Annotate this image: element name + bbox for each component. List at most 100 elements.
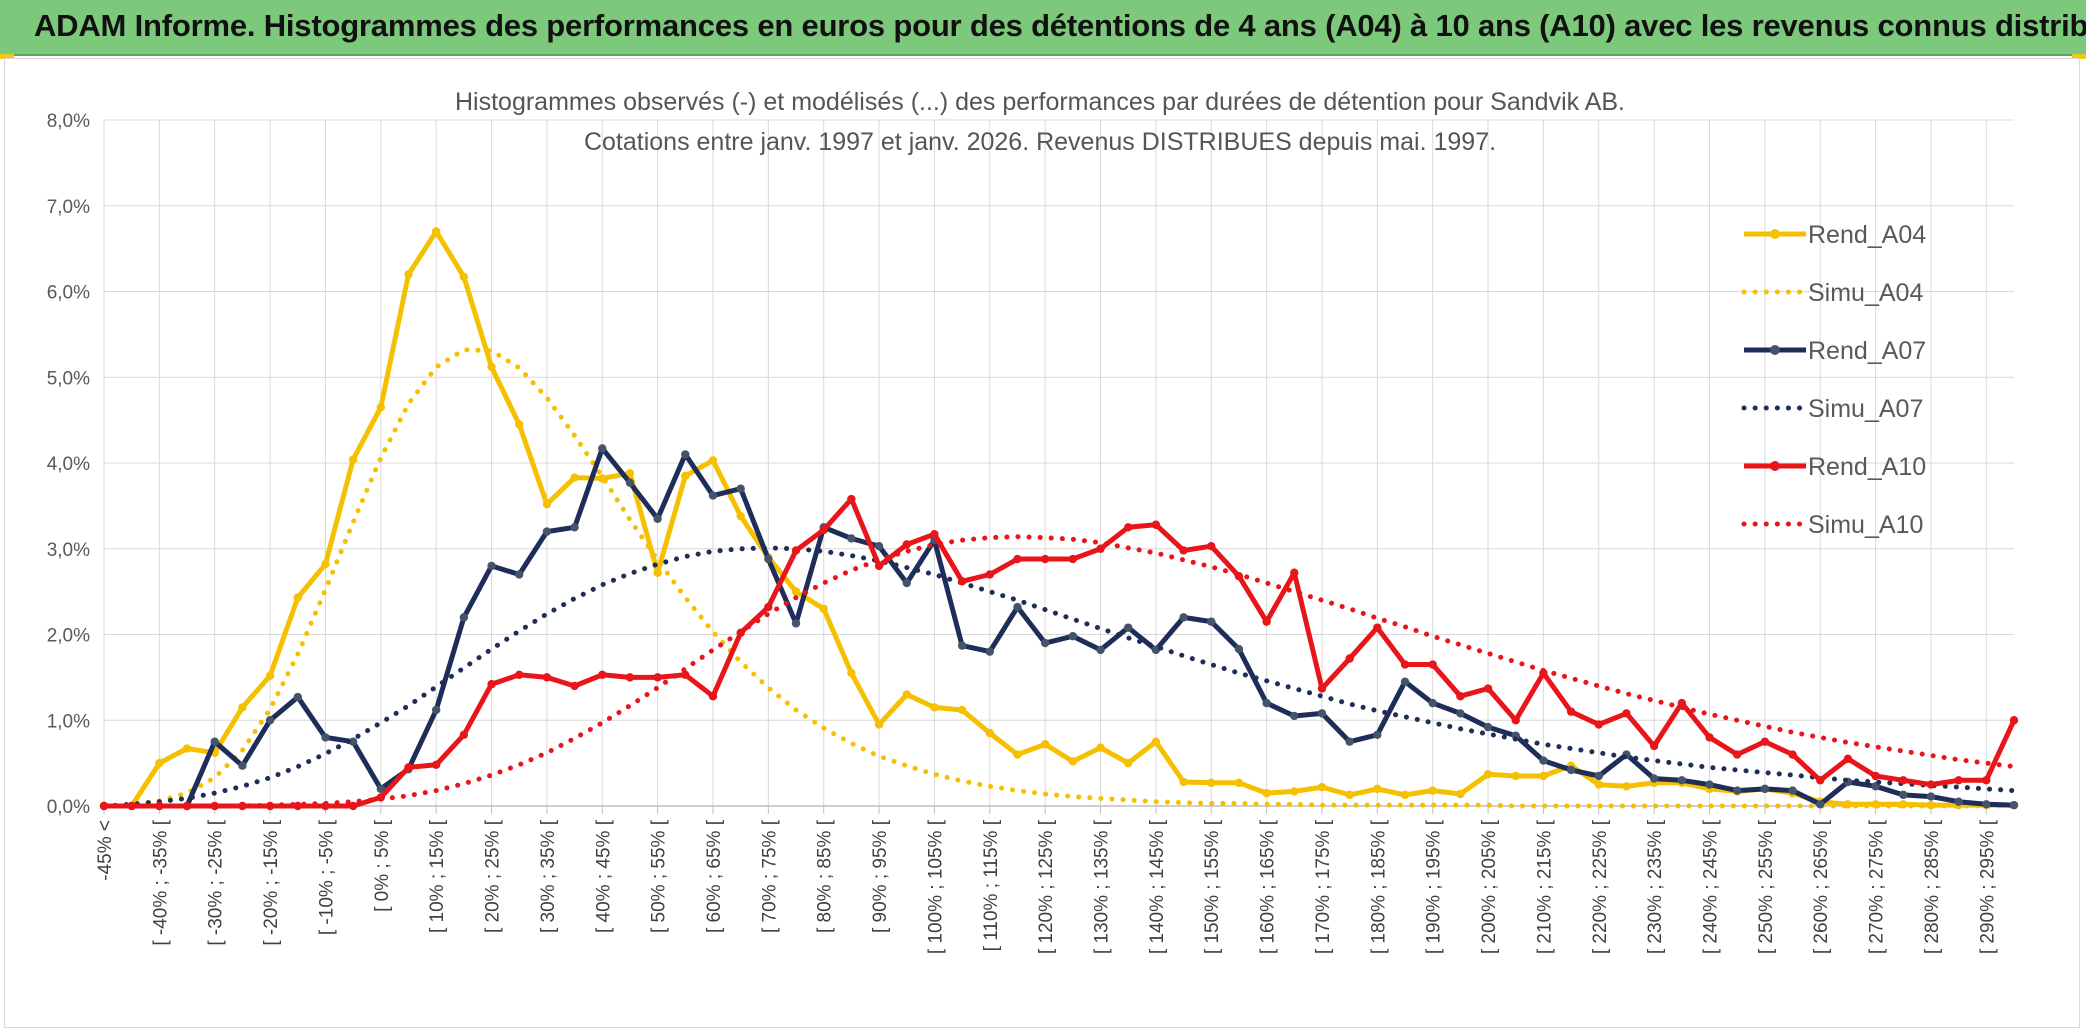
point-rend-a04 [376,403,386,412]
point-rend-a07 [1290,711,1299,721]
point-rend-a10 [819,525,828,535]
point-rend-a07 [1317,709,1327,718]
legend-label: Simu_A07 [1808,395,1923,423]
point-rend-a04 [1622,782,1631,791]
legend-item-rend-a07[interactable]: Rend_A07 [1744,337,1926,365]
point-rend-a10 [1899,776,1908,785]
corner-accent-left [0,54,14,59]
x-tick-label: [ 190% ; 195% [ [1424,819,1445,954]
point-rend-a07 [1732,786,1742,795]
point-rend-a04 [1373,784,1382,794]
point-rend-a04 [348,455,358,464]
point-rend-a04 [902,690,911,699]
point-rend-a10 [653,673,662,682]
legend-item-rend-a04[interactable]: Rend_A04 [1744,221,1926,249]
legend[interactable]: Rend_A04 Simu_A04 Rend_A07 Simu_A07 Rend_A10… [1741,221,1926,539]
y-tick-label: 4,0% [47,454,90,475]
x-tick-label: [ 0% ; 5% [ [372,819,393,912]
point-rend-a10 [1013,554,1022,564]
point-rend-a10 [1317,684,1327,693]
x-tick-label: [ 30% ; 35% [ [538,819,559,933]
point-rend-a10 [1151,520,1161,529]
legend-item-simu-a10[interactable]: Simu_A10 [1741,511,1923,539]
x-tick-label: [ 10% ; 15% [ [427,819,448,933]
point-rend-a10 [1788,750,1797,759]
point-rend-a10 [1843,754,1853,764]
legend-label: Rend_A07 [1808,337,1926,365]
x-tick-label: [ 50% ; 55% [ [649,819,670,933]
point-rend-a07 [1539,756,1548,765]
series-simu-a10 [101,534,2017,809]
point-rend-a10 [847,494,856,504]
point-rend-a04 [708,456,718,465]
axes [103,805,2014,814]
point-rend-a07 [293,692,302,702]
point-rend-a10 [1068,554,1078,564]
series-rend-a07 [99,444,2019,811]
point-rend-a07 [1345,737,1354,746]
legend-label: Rend_A04 [1808,221,1926,249]
x-tick-label: [ 260% ; 265% [ [1811,819,1832,954]
point-rend-a04 [874,720,884,729]
point-rend-a04 [819,604,828,613]
point-rend-a07 [1483,722,1493,732]
point-rend-a07 [1677,776,1687,785]
point-rend-a10 [1373,623,1382,632]
x-tick-label: [ 250% ; 255% [ [1756,819,1777,954]
point-rend-a07 [902,578,911,588]
point-rend-a10 [930,529,939,539]
legend-item-simu-a04[interactable]: Simu_A04 [1741,279,1923,307]
point-rend-a07 [459,613,469,622]
point-rend-a04 [653,568,662,577]
point-rend-a07 [1760,784,1770,794]
point-rend-a04 [238,703,247,712]
point-rend-a10 [1871,771,1880,781]
point-rend-a04 [736,511,745,521]
point-rend-a07 [1040,638,1050,648]
legend-label: Rend_A10 [1808,453,1926,481]
x-tick-label: [ 230% ; 235% [ [1645,819,1666,954]
point-rend-a10 [1096,544,1105,553]
point-rend-a10 [1428,660,1437,669]
point-rend-a10 [487,680,496,689]
point-rend-a07 [348,737,358,746]
point-rend-a10 [1566,707,1576,716]
point-rend-a07 [1151,645,1161,655]
point-rend-a04 [459,272,469,282]
x-tick-label: [ 100% ; 105% [ [925,819,946,954]
point-rend-a10 [515,670,524,680]
legend-item-rend-a10[interactable]: Rend_A10 [1744,453,1926,481]
point-rend-a07 [791,619,801,628]
point-rend-a04 [1539,771,1548,781]
x-tick-label: [ 180% ; 185% [ [1368,819,1389,954]
point-rend-a04 [404,270,413,279]
x-tick-label: [ 270% ; 275% [ [1867,819,1888,954]
point-rend-a07 [265,716,275,725]
point-rend-a04 [1345,790,1354,800]
corner-accent-right [2072,54,2086,59]
report-title: ADAM Informe. Histogrammes des performan… [34,8,2086,43]
legend-item-simu-a07[interactable]: Simu_A07 [1741,395,1923,423]
point-rend-a07 [321,733,330,742]
line-rend-a10 [104,496,2017,809]
line-simu-a10 [101,534,2017,809]
x-tick-label: [ 80% ; 85% [ [815,819,836,933]
point-rend-a04 [681,471,690,481]
point-rend-a10 [1511,716,1520,725]
point-rend-a07 [957,641,967,650]
point-rend-a10 [1622,709,1631,718]
x-tick-label: [ 110% ; 115% [ [981,819,1002,951]
point-rend-a10 [764,602,773,612]
point-rend-a04 [431,227,441,236]
series-simu-a04 [101,347,2017,809]
point-rend-a04 [1013,750,1022,759]
point-rend-a07 [1428,698,1437,708]
point-rend-a07 [1207,617,1216,626]
point-rend-a10 [1926,780,1936,789]
series-simu-a07 [101,545,2017,809]
y-tick-label: 6,0% [47,283,90,304]
point-rend-a04 [1262,788,1271,798]
point-rend-a04 [930,703,939,712]
point-rend-a10 [1705,733,1714,742]
point-rend-a04 [1096,743,1105,752]
